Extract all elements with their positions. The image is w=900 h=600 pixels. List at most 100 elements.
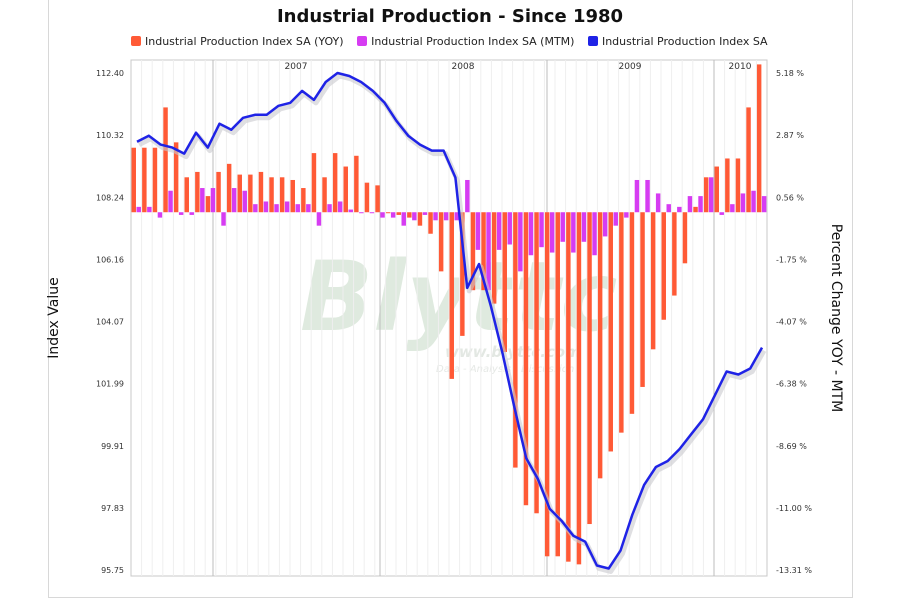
y-tick-label-right: 2.87 % bbox=[776, 131, 804, 140]
bar-yoy bbox=[576, 212, 582, 565]
bar-yoy bbox=[523, 212, 529, 506]
bar-yoy bbox=[566, 212, 571, 562]
bar-yoy bbox=[131, 147, 136, 213]
legend-item-index[interactable]: Industrial Production Index SA bbox=[587, 35, 768, 48]
bar-yoy bbox=[672, 212, 677, 296]
legend-item-yoy[interactable]: Industrial Production Index SA (YOY) bbox=[131, 35, 344, 48]
y-tick-label-right: -8.69 % bbox=[776, 442, 807, 451]
y-tick-label-left: 108.24 bbox=[96, 193, 124, 202]
bar-mtm bbox=[486, 212, 491, 291]
bar-mtm bbox=[655, 193, 661, 213]
bar-mtm bbox=[231, 188, 237, 213]
y-tick-label-right: 5.18 % bbox=[776, 69, 804, 78]
bar-mtm bbox=[730, 204, 735, 213]
bar-yoy bbox=[385, 212, 391, 214]
y-tick-label-left: 106.16 bbox=[96, 255, 124, 264]
bar-mtm bbox=[390, 212, 396, 218]
legend-label-mtm: Industrial Production Index SA (MTM) bbox=[371, 35, 575, 48]
y-tick-label-left: 95.75 bbox=[101, 566, 124, 575]
legend-swatch-yoy bbox=[131, 36, 141, 46]
bar-mtm bbox=[380, 212, 385, 218]
bar-mtm bbox=[581, 212, 587, 242]
x-tick-label-year: 2007 bbox=[285, 62, 308, 72]
bar-mtm bbox=[549, 212, 555, 253]
bar-mtm bbox=[666, 204, 671, 213]
bar-mtm bbox=[253, 204, 258, 213]
bar-yoy bbox=[269, 177, 274, 213]
bar-yoy bbox=[693, 206, 698, 213]
bar-yoy bbox=[502, 212, 507, 353]
bar-mtm bbox=[475, 212, 481, 250]
bar-yoy bbox=[682, 212, 688, 264]
bar-yoy bbox=[619, 212, 624, 433]
bar-mtm bbox=[412, 212, 417, 221]
bar-mtm bbox=[327, 204, 332, 213]
bar-yoy bbox=[650, 212, 656, 350]
bar-mtm bbox=[348, 209, 353, 213]
bar-yoy bbox=[534, 212, 539, 514]
bar-yoy bbox=[322, 177, 327, 213]
chart-frame bbox=[48, 0, 853, 598]
bar-yoy bbox=[449, 212, 454, 379]
bar-mtm bbox=[624, 212, 629, 218]
line-index bbox=[136, 71, 764, 570]
bar-yoy bbox=[555, 212, 560, 557]
y-tick-label-left: 97.83 bbox=[101, 504, 124, 513]
bar-yoy bbox=[417, 212, 423, 226]
bar-mtm bbox=[189, 212, 194, 215]
bar-mtm bbox=[178, 212, 184, 215]
bar-yoy bbox=[544, 212, 550, 557]
bar-mtm bbox=[263, 201, 269, 213]
bar-mtm bbox=[359, 212, 364, 214]
bar-mtm bbox=[677, 206, 682, 213]
bar-mtm bbox=[740, 193, 746, 213]
bar-mtm bbox=[539, 212, 544, 248]
bar-mtm bbox=[210, 188, 216, 213]
legend: Industrial Production Index SA (YOY) Ind… bbox=[131, 35, 779, 51]
bar-mtm bbox=[157, 212, 163, 218]
bar-mtm bbox=[751, 190, 756, 213]
bar-yoy bbox=[152, 147, 158, 213]
bar-yoy bbox=[396, 212, 401, 215]
x-tick-label-year: 2010 bbox=[729, 62, 752, 72]
bar-yoy bbox=[491, 212, 497, 304]
bar-yoy bbox=[343, 166, 348, 213]
bar-mtm bbox=[528, 212, 534, 256]
bar-mtm bbox=[571, 212, 576, 253]
bar-mtm bbox=[634, 179, 640, 213]
bar-yoy bbox=[184, 177, 189, 213]
bar-mtm bbox=[698, 196, 703, 213]
bar-yoy bbox=[301, 188, 306, 213]
bar-mtm bbox=[465, 179, 470, 213]
bar-yoy bbox=[237, 174, 242, 213]
bar-mtm bbox=[369, 212, 375, 214]
bar-yoy bbox=[470, 212, 476, 291]
legend-item-mtm[interactable]: Industrial Production Index SA (MTM) bbox=[357, 35, 574, 48]
bar-mtm bbox=[306, 204, 311, 213]
y-tick-label-right: 0.56 % bbox=[776, 193, 804, 202]
bar-mtm bbox=[147, 206, 152, 213]
y-tick-label-left: 112.40 bbox=[96, 69, 124, 78]
bar-yoy bbox=[354, 155, 359, 213]
bar-yoy bbox=[513, 212, 518, 468]
bar-mtm bbox=[719, 212, 724, 215]
y-tick-label-left: 110.32 bbox=[96, 131, 124, 140]
bar-yoy bbox=[587, 212, 592, 525]
x-tick-label-year: 2009 bbox=[619, 62, 642, 72]
y-tick-label-right: -11.00 % bbox=[776, 504, 812, 513]
bar-mtm bbox=[295, 204, 300, 213]
bar-mtm bbox=[316, 212, 322, 226]
bar-yoy bbox=[205, 196, 211, 213]
bar-yoy bbox=[142, 147, 147, 213]
bar-yoy bbox=[290, 179, 295, 213]
bar-mtm bbox=[242, 190, 247, 213]
bar-yoy bbox=[714, 166, 719, 213]
bar-mtm bbox=[443, 212, 449, 221]
y-tick-label-right: -4.07 % bbox=[776, 318, 807, 327]
bar-yoy bbox=[364, 182, 370, 213]
bar-mtm bbox=[761, 196, 767, 213]
y-tick-label-right: -13.31 % bbox=[776, 566, 812, 575]
bar-yoy bbox=[163, 107, 168, 213]
bar-mtm bbox=[454, 212, 459, 221]
